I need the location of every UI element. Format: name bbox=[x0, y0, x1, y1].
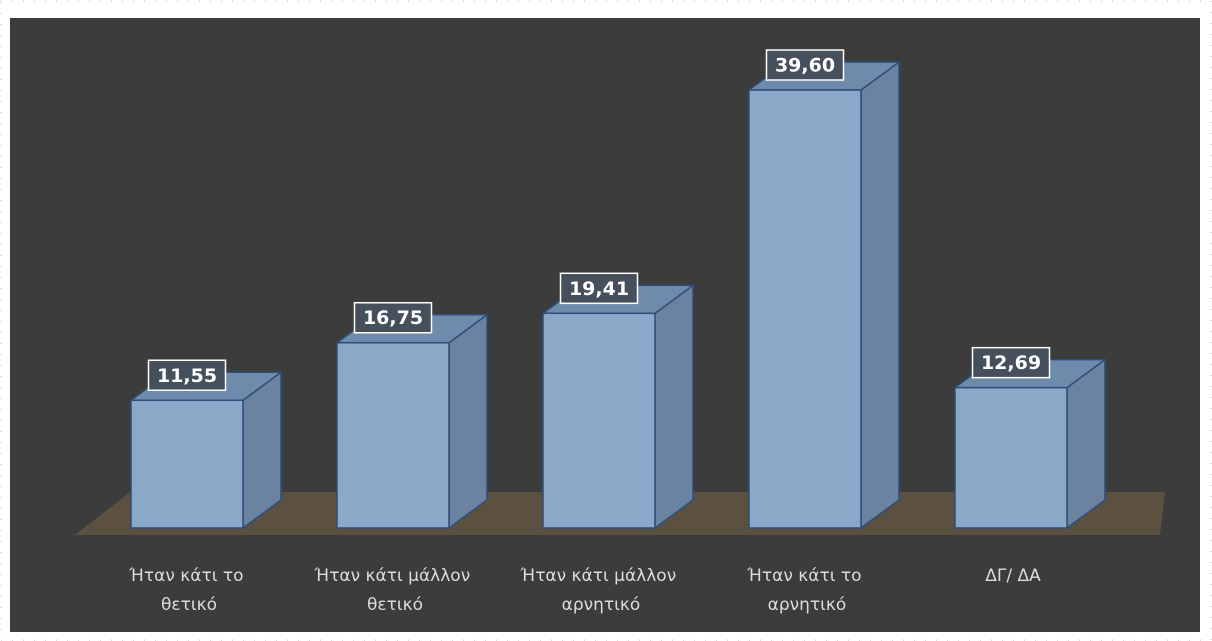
bar bbox=[540, 283, 696, 530]
x-tick-label: Ήταν κάτι το θετικό bbox=[128, 566, 249, 615]
bar bbox=[128, 370, 284, 530]
bar bbox=[746, 60, 902, 530]
value-label-box bbox=[559, 272, 639, 305]
bar-front bbox=[130, 399, 244, 529]
bar-front bbox=[542, 312, 656, 529]
value-label: 11,55 bbox=[157, 365, 217, 387]
bar-side bbox=[1066, 358, 1106, 530]
bar bbox=[334, 313, 490, 530]
bar-front bbox=[336, 341, 450, 529]
value-label-box bbox=[147, 359, 227, 391]
value-label-box bbox=[765, 49, 845, 81]
bar-side bbox=[654, 283, 694, 530]
bar-front bbox=[748, 89, 862, 529]
value-label: 12,69 bbox=[981, 352, 1041, 374]
value-label: 16,75 bbox=[363, 307, 423, 329]
bar-side bbox=[860, 60, 900, 530]
bar bbox=[952, 358, 1108, 530]
value-label: 19,41 bbox=[569, 278, 629, 300]
bar-front bbox=[954, 386, 1068, 529]
value-label-box bbox=[971, 346, 1051, 379]
x-tick-label: Ήταν κάτι μάλλον αρνητικό bbox=[519, 566, 681, 615]
x-tick-label: Ήταν κάτι μάλλον θετικό bbox=[313, 566, 475, 615]
x-tick-label: Ήταν κάτι το αρνητικό bbox=[746, 566, 867, 615]
x-tick-label: ΔΓ/ ΔΑ bbox=[985, 566, 1041, 586]
bar-side bbox=[448, 313, 488, 530]
value-label-box bbox=[353, 301, 433, 334]
value-label: 39,60 bbox=[775, 55, 835, 77]
